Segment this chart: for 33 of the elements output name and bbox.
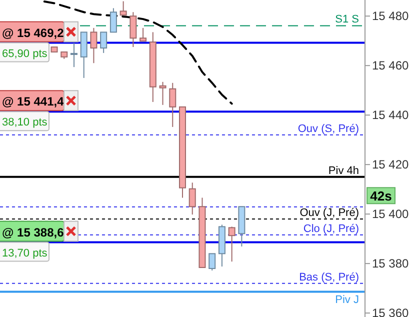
candlestick bbox=[70, 42, 78, 68]
annotation: 13,70 pts bbox=[2, 247, 48, 260]
ref-line-label: Clo (J, Pré) bbox=[303, 222, 359, 235]
ref-line-label: Piv 4h bbox=[328, 164, 359, 177]
y-tick-label: 15 360 bbox=[372, 306, 410, 317]
candlestick bbox=[100, 32, 108, 54]
y-tick-label: 15 380 bbox=[372, 256, 410, 271]
y-tick-label: 15 440 bbox=[372, 108, 410, 122]
annotation: @ 15 441,4 bbox=[2, 94, 64, 109]
ref-line-label: Bas (S, Pré) bbox=[299, 271, 359, 284]
annotation: @ 15 469,2 bbox=[2, 26, 64, 40]
annotation: @ 15 388,6 bbox=[2, 225, 64, 240]
y-tick-label: 15 400 bbox=[372, 207, 410, 222]
ref-line-label: Piv J bbox=[335, 294, 359, 306]
candlestick bbox=[208, 253, 216, 271]
annotation: 38,10 pts bbox=[2, 116, 48, 129]
candlestick bbox=[120, 0, 127, 16]
text: 42s bbox=[370, 188, 392, 204]
ref-line-label: S1 S bbox=[335, 14, 359, 26]
y-tick-label: 15 480 bbox=[372, 9, 410, 24]
candlestick bbox=[140, 27, 147, 42]
annotation: 65,90 pts bbox=[2, 48, 48, 60]
candlestick bbox=[228, 226, 236, 262]
ref-line-label: Ouv (J, Pré) bbox=[300, 207, 359, 220]
y-tick-label: 15 460 bbox=[372, 58, 410, 73]
candlestick bbox=[169, 82, 176, 128]
ref-line-label: Ouv (S, Pré) bbox=[298, 122, 359, 135]
candlestick bbox=[110, 8, 117, 33]
candlestick bbox=[188, 182, 196, 216]
candlestick bbox=[130, 12, 137, 48]
candlestick bbox=[90, 27, 98, 64]
y-tick-label: 15 420 bbox=[372, 158, 410, 172]
candlestick bbox=[159, 81, 166, 106]
